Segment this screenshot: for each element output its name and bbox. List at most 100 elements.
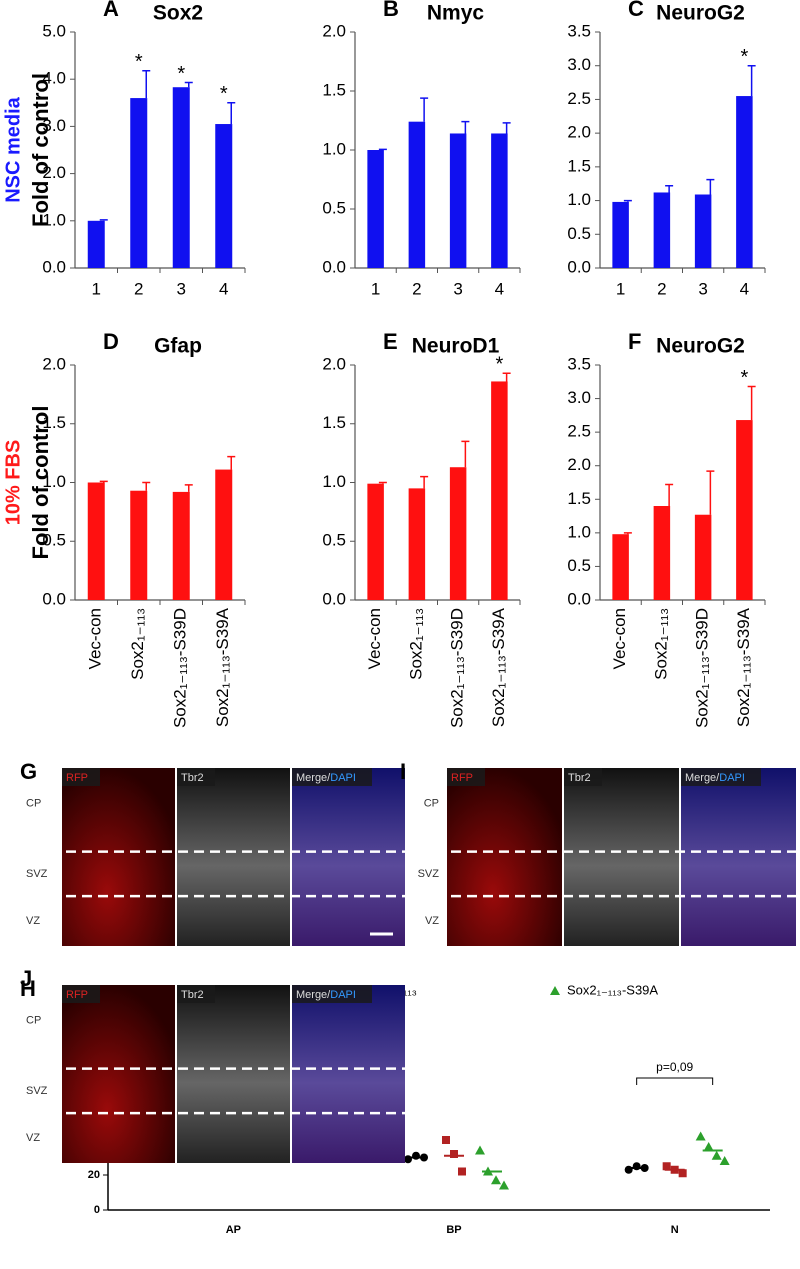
bar [653,506,671,600]
channel-tag [564,768,602,786]
y-tick-label: 1.0 [567,522,591,541]
bar [367,483,384,600]
y-tick-label: 1.0 [322,472,346,491]
y-tick-label: 0 [94,1204,100,1216]
bar [612,201,629,268]
micrograph [292,985,405,1163]
significance-mark: * [740,367,748,389]
x-tick-label: 4 [495,279,504,298]
channel-tag [292,985,372,1003]
micrograph [447,768,562,946]
x-tick-label: Sox2₁₋₁₁₃-S39A [213,607,232,727]
x-tick-label: 3 [698,279,707,298]
x-tick-label: Vec-con [86,608,105,669]
bar [215,469,233,600]
error-bar [623,199,632,202]
significance-mark: * [135,51,143,73]
channel-label: Merge/DAPI [296,772,356,784]
y-tick-label: 0.5 [42,531,66,550]
panel-label: A [103,0,119,21]
y-tick-label: 1.5 [567,156,591,175]
y-tick-label: 4.0 [42,69,66,88]
annotation: p=0,09 [656,1060,693,1074]
micrograph [564,768,679,946]
x-tick-label: Sox2₁₋₁₁₃-S39D [448,608,467,728]
bar [172,87,190,268]
channel-label: Merge/DAPI [296,989,356,1001]
error-bar [184,484,193,492]
y-tick-label: 2.5 [567,422,591,441]
y-tick-label: 1.5 [322,413,346,432]
x-tick-label: 1 [92,279,101,298]
y-tick-label: 2.0 [567,123,591,142]
significance-mark: * [495,354,503,376]
channel-tag [62,985,100,1003]
bar [449,133,467,268]
data-point [450,1150,458,1158]
y-tick-label: 1.5 [42,413,66,432]
data-point [499,1180,509,1190]
error-bar [665,483,674,506]
chart-title: Sox2 [153,2,203,25]
bar [736,420,753,600]
x-tick-label: 2 [134,279,143,298]
error-bar [184,81,193,88]
data-point [711,1150,722,1160]
bar [736,96,753,268]
dapi-label: DAPI [330,989,356,1001]
bar [172,491,190,600]
bar [130,98,148,268]
zone-label: VZ [26,1132,40,1144]
zone-label: SVZ [26,1085,48,1097]
error-bar [227,455,236,470]
y-axis-label: Fold of control [28,406,53,560]
error-bar [142,69,151,99]
data-point [678,1169,687,1178]
data-point [662,1162,671,1171]
chart-title: NeuroG2 [656,335,745,358]
bar [367,150,384,268]
y-tick-label: 1.5 [322,80,346,99]
error-bar [227,102,236,125]
x-tick-label: Sox2₁₋₁₁₃ [406,608,425,680]
channel-tag [447,768,485,786]
error-bar [623,532,632,535]
y-tick-label: 1.0 [567,190,591,209]
error-bar [706,178,715,195]
row-label: 10% FBS [2,440,24,526]
error-bar [665,184,674,193]
y-tick-label: 2.5 [567,89,591,108]
x-tick-label: 1 [616,279,625,298]
data-point [404,1155,412,1164]
x-tick-label: 1 [371,279,380,298]
y-tick-label: 0.5 [567,556,591,575]
bracket [636,1077,714,1085]
x-tick-label: 4 [219,279,228,298]
y-tick-label: 3.0 [42,116,66,135]
data-point [491,1175,501,1185]
y-tick-label: 3.5 [567,21,591,40]
significance-mark: * [177,63,185,85]
data-point [412,1151,420,1160]
chart-title: Nmyc [427,2,485,25]
bar [87,482,105,600]
bar [215,124,233,268]
channel-label: Merge/DAPI [685,772,745,784]
bar [612,534,629,600]
y-tick-label: 2.0 [322,21,346,40]
data-point [703,1142,714,1151]
y-tick-label: 0.0 [42,589,66,608]
error-bar [378,148,387,151]
data-point [442,1136,450,1144]
panel-label: D [103,329,119,354]
error-bar [378,481,387,484]
y-tick-label: 0.0 [42,257,66,276]
panel-label: I [400,759,406,784]
micrograph [62,768,175,946]
channel-label: Tbr2 [181,772,204,784]
error-bar [706,470,715,515]
bar [491,381,508,600]
panel-label: J [20,966,32,991]
x-tick-label: AP [226,1224,241,1236]
